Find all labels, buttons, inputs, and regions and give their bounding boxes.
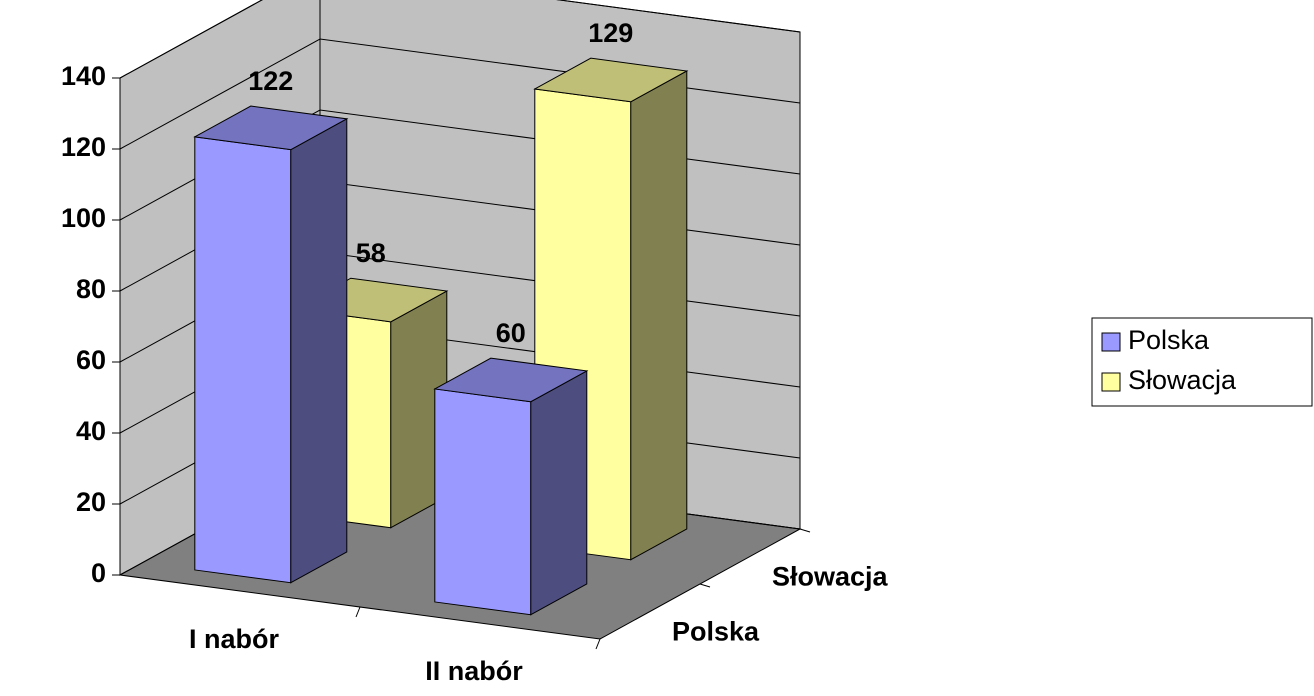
legend-box: [1091, 317, 1313, 407]
data-label: 129: [588, 18, 633, 48]
legend-label: Słowacja: [1128, 365, 1237, 395]
z-tick: [699, 583, 711, 588]
x-tick: [355, 606, 361, 618]
y-tick-label: 140: [61, 61, 106, 91]
bar: [433, 357, 589, 616]
x-tick-label: II nabór: [425, 656, 523, 686]
bar: [193, 105, 349, 584]
bar-front: [434, 388, 532, 616]
z-tick-label: Słowacja: [772, 562, 889, 592]
bar-side: [530, 370, 588, 616]
data-label: 58: [356, 238, 386, 268]
y-tick-label: 80: [76, 274, 106, 304]
bar-front: [194, 136, 292, 584]
y-tick-label: 100: [61, 203, 106, 233]
legend-label: Polska: [1128, 325, 1210, 355]
legend-swatch: [1101, 332, 1121, 352]
data-label: 60: [496, 318, 526, 348]
bar-top: [193, 105, 349, 151]
grid-line: [119, 0, 801, 79]
x-tick: [595, 638, 601, 650]
y-tick-label: 0: [91, 558, 106, 588]
bar-top: [433, 357, 589, 403]
y-tick-label: 60: [76, 345, 106, 375]
z-tick-label: Polska: [672, 617, 760, 647]
y-tick-label: 120: [61, 132, 106, 162]
bar-side: [630, 70, 688, 561]
y-tick-label: 20: [76, 487, 106, 517]
y-tick-label: 40: [76, 416, 106, 446]
legend-swatch: [1101, 372, 1121, 392]
bar-top: [533, 57, 689, 103]
bar-side: [290, 117, 348, 584]
data-label: 122: [248, 66, 293, 96]
z-tick: [799, 528, 811, 533]
x-tick-label: I nabór: [189, 624, 279, 654]
